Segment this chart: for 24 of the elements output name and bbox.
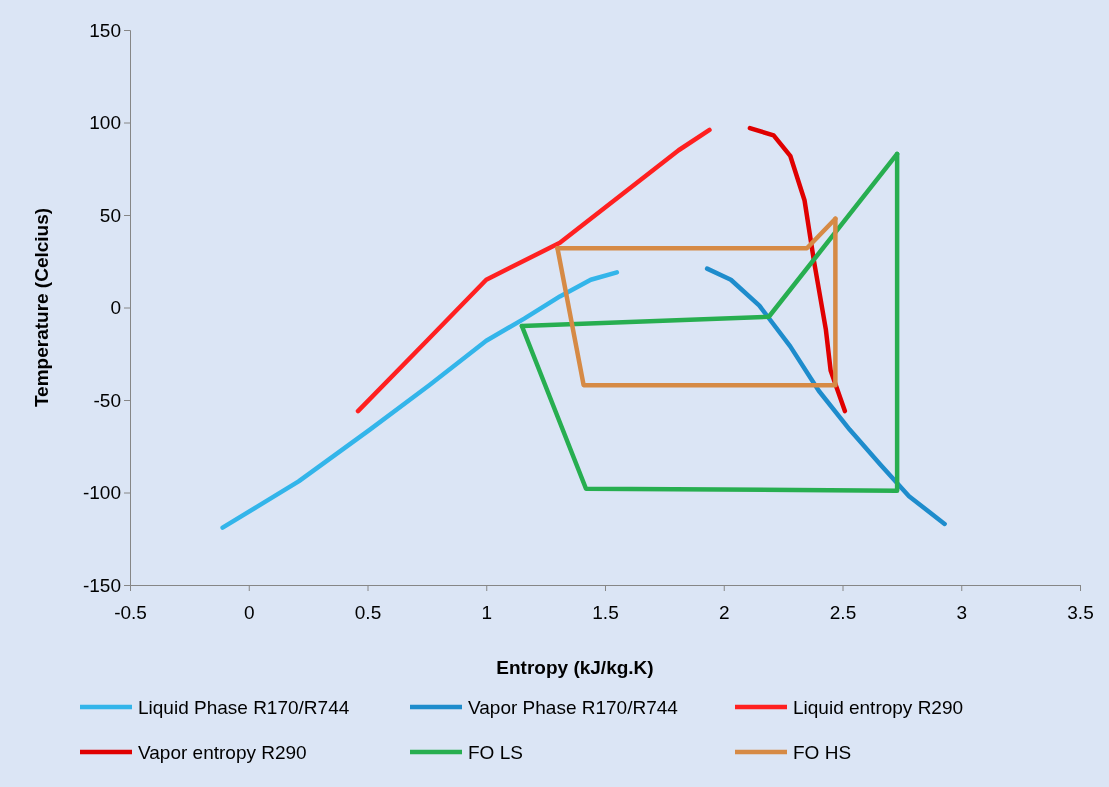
x-tick-label: 0.5 bbox=[354, 601, 382, 623]
y-tick-label: -50 bbox=[93, 389, 121, 411]
legend-label: Vapor entropy R290 bbox=[138, 742, 307, 763]
legend-label: FO LS bbox=[468, 742, 523, 763]
legend-label: Liquid Phase R170/R744 bbox=[138, 697, 350, 718]
x-tick-label: 1.5 bbox=[592, 601, 619, 623]
x-tick-label: 3.5 bbox=[1067, 601, 1094, 623]
y-tick-label: 0 bbox=[110, 297, 121, 319]
y-axis-title: Temperature (Celcius) bbox=[31, 207, 52, 408]
x-tick-label: 0 bbox=[243, 601, 255, 623]
x-tick-label: -0.5 bbox=[114, 601, 147, 623]
y-tick-label: 50 bbox=[99, 204, 121, 226]
y-tick-label: 150 bbox=[89, 19, 121, 41]
legend-label: FO HS bbox=[793, 742, 852, 763]
x-tick-label: 2 bbox=[718, 601, 730, 623]
legend-label: Vapor Phase R170/R744 bbox=[468, 697, 679, 718]
y-tick-label: 100 bbox=[89, 112, 121, 134]
legend-label: Liquid entropy R290 bbox=[793, 697, 964, 718]
x-axis-title: Entropy (kJ/kg.K) bbox=[496, 657, 654, 678]
y-tick-label: -100 bbox=[82, 482, 121, 504]
x-tick-label: 1 bbox=[481, 601, 493, 623]
x-tick-label: 3 bbox=[956, 601, 968, 623]
y-tick-label: -150 bbox=[82, 574, 121, 596]
x-tick-label: 2.5 bbox=[829, 601, 857, 623]
